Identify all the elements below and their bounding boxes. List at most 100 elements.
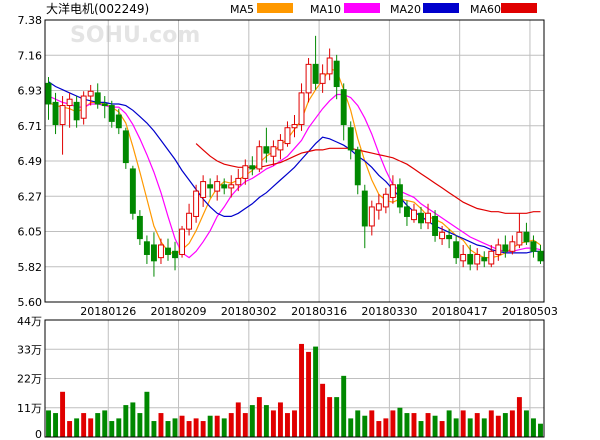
volume-bar [102,410,108,437]
candle [200,175,207,207]
moving-average-lines [48,68,541,259]
candle [509,235,516,255]
volume-bar [299,343,304,437]
candle [115,108,122,135]
candle-body [319,73,326,84]
volume-bar [425,413,431,437]
volume-bar [362,415,368,437]
candle-body [305,63,312,94]
candle-body [509,241,516,252]
price-axis-labels: 7.38 7.16 6.93 6.71 6.49 6.27 6.05 5.82 5.60 [18,14,43,309]
candle-body [467,253,474,265]
candle-body [523,231,530,243]
legend-label-ma5: MA5 [230,3,254,16]
candle-body [453,241,460,259]
candle [312,35,319,90]
candle [411,203,417,223]
candle [389,175,396,204]
volume-bar [46,410,51,437]
ma-line-ma5 [48,68,541,259]
volume-tick-label: 22万 [17,373,42,386]
volume-bar [172,418,178,437]
candle [403,200,410,226]
volume-bar [390,410,396,437]
candle [523,222,530,245]
volume-tick-label: 11万 [17,402,42,415]
candle-body [340,89,347,126]
date-label: 20180126 [80,305,136,318]
volume-bar [411,413,417,437]
candle [319,64,326,93]
volume-bar [256,397,262,437]
candle-body [298,92,305,126]
volume-bar [221,418,227,437]
candle [143,235,150,264]
candle [305,58,312,103]
volume-bar [200,421,206,437]
volume-bar [151,421,157,437]
candle-body [474,253,481,265]
candle-body [354,149,361,186]
volume-panel-frame [44,319,545,438]
date-label: 20180209 [151,305,207,318]
candle-body [418,212,424,224]
volume-bar [137,413,143,437]
candle-body [80,95,87,119]
volume-bar [242,413,248,437]
volume-bar [460,410,466,437]
volume-bar [179,415,185,437]
volume-bar [523,410,529,437]
price-tick-label: 6.27 [18,190,43,203]
candle-body [375,203,382,211]
ma-line-ma20 [48,81,541,254]
candle [460,244,467,268]
volume-bar [249,405,255,437]
watermark: SOHU.com [70,23,200,48]
candle [129,165,136,220]
volume-bar [348,418,354,437]
price-tick-label: 6.49 [18,155,43,168]
candle [502,235,509,258]
candle-body [284,127,291,145]
candle [439,225,446,245]
candle-body [186,212,193,230]
candle [530,235,537,258]
candle-body [129,168,136,214]
candle [263,127,270,163]
candle [158,238,164,264]
volume-bar [116,418,122,437]
price-tick-label: 7.16 [18,49,43,62]
volume-bar [95,413,101,437]
candle [101,96,108,119]
volume-bar [81,413,87,437]
candle-body [172,250,178,259]
candle-body [439,231,446,240]
volume-bar [516,397,522,437]
volume-bar [439,421,445,437]
legend-swatch-ma5 [257,3,293,13]
candle [432,210,439,242]
candle-body [396,184,403,208]
candle-body [94,92,101,105]
candle-body [291,124,298,129]
candle [80,91,87,125]
candle [361,184,368,249]
volume-tick-label: 0 [35,428,42,440]
volume-bar [481,418,487,437]
volume-bar [144,391,150,437]
legend-label-ma10: MA10 [310,3,341,16]
candle [382,187,389,214]
candle [270,140,277,166]
candle [256,140,263,173]
legend-label-ma20: MA20 [390,3,421,16]
candle-body [221,184,228,189]
volume-bar [446,410,452,437]
volume-bar [270,410,276,437]
volume-bar [228,413,234,437]
candle [108,100,115,128]
date-label: 20180503 [502,305,558,318]
candle-body [460,253,467,262]
candle [87,84,94,106]
volume-bar [88,418,94,437]
volume-bar [285,413,290,437]
